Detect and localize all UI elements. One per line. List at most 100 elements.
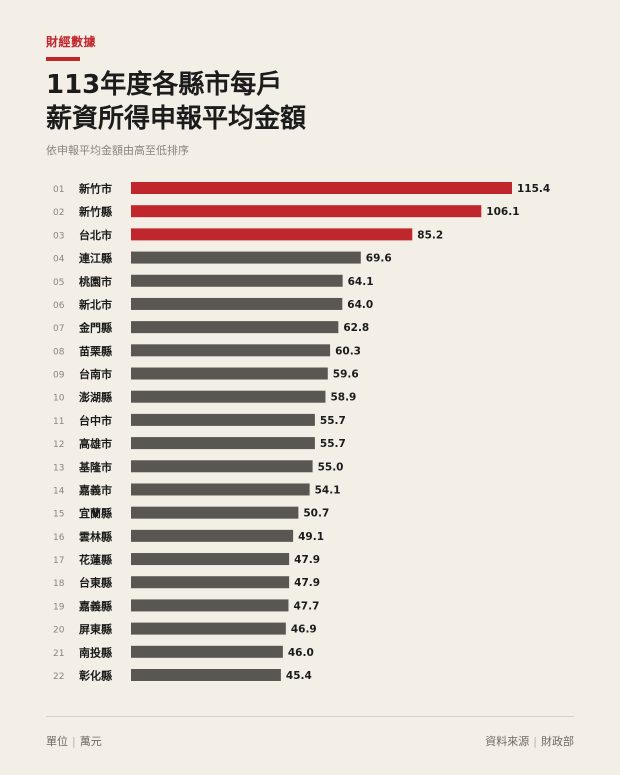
value-label: 49.1 — [298, 531, 324, 543]
rank-label: 16 — [53, 533, 65, 543]
bar — [131, 437, 315, 450]
value-label: 55.7 — [320, 438, 346, 450]
rank-label: 15 — [53, 510, 64, 520]
category-label: 屏東縣 — [79, 622, 112, 636]
bar — [131, 228, 413, 241]
footer-separator: | — [533, 735, 537, 748]
footer-unit: 單位 | 萬元 — [46, 733, 102, 749]
category-label: 台南市 — [79, 367, 112, 381]
bar — [131, 553, 290, 566]
bar — [131, 390, 326, 403]
value-label: 55.0 — [318, 461, 344, 473]
unit-label: 單位 — [46, 735, 68, 748]
bar — [131, 506, 299, 519]
bar — [131, 483, 310, 496]
category-label: 新竹縣 — [79, 205, 112, 219]
rank-label: 14 — [53, 486, 65, 496]
footer-separator: | — [72, 735, 76, 748]
value-label: 58.9 — [330, 392, 356, 404]
bar — [131, 413, 315, 426]
bar — [131, 205, 482, 218]
value-label: 69.6 — [366, 253, 392, 265]
bar — [131, 599, 289, 612]
category-label: 基隆市 — [78, 460, 112, 474]
footer-source: 資料來源 | 財政部 — [485, 733, 574, 749]
value-label: 64.1 — [348, 276, 374, 288]
bar — [131, 321, 339, 334]
rank-label: 02 — [53, 208, 64, 218]
value-label: 55.7 — [320, 415, 346, 427]
bar — [131, 297, 343, 310]
category-label: 高雄市 — [79, 437, 112, 451]
category-label: 金門縣 — [78, 321, 112, 335]
rank-label: 09 — [53, 371, 65, 381]
bar — [131, 344, 331, 357]
rank-label: 06 — [53, 301, 65, 311]
value-label: 50.7 — [303, 508, 329, 520]
bar — [131, 251, 361, 264]
value-label: 46.0 — [288, 647, 314, 659]
rank-label: 13 — [53, 463, 64, 473]
category-label: 新北市 — [79, 297, 112, 311]
value-label: 85.2 — [417, 229, 443, 241]
bar — [131, 622, 286, 635]
rank-label: 10 — [53, 394, 65, 404]
rank-label: 21 — [53, 649, 64, 659]
rank-label: 12 — [53, 440, 64, 450]
bar — [131, 645, 283, 658]
category-label: 苗栗縣 — [79, 344, 112, 358]
rank-label: 03 — [53, 231, 64, 241]
rank-label: 17 — [53, 556, 64, 566]
rank-label: 19 — [53, 602, 65, 612]
category-label: 桃園市 — [79, 274, 112, 288]
source-label: 資料來源 — [485, 735, 530, 748]
value-label: 45.4 — [286, 670, 312, 682]
bar — [131, 367, 328, 380]
category-label: 澎湖縣 — [79, 390, 112, 404]
source-value: 財政部 — [541, 735, 574, 748]
value-label: 47.9 — [294, 554, 320, 566]
rank-label: 04 — [53, 255, 65, 265]
rank-label: 05 — [53, 278, 64, 288]
category-label: 宜蘭縣 — [79, 506, 112, 520]
value-label: 47.9 — [294, 577, 320, 589]
value-label: 60.3 — [335, 345, 361, 357]
value-label: 64.0 — [347, 299, 373, 311]
section-label: 財經數據 — [46, 35, 97, 49]
value-label: 106.1 — [486, 206, 519, 218]
rank-label: 22 — [53, 672, 64, 682]
category-label: 花蓮縣 — [79, 553, 112, 567]
rank-label: 18 — [53, 579, 65, 589]
category-label: 嘉義市 — [78, 483, 112, 497]
chart-subtitle: 依申報平均金額由高至低排序 — [46, 144, 189, 157]
bar — [131, 668, 281, 681]
unit-value: 萬元 — [79, 735, 102, 748]
category-label: 台中市 — [79, 413, 112, 427]
value-label: 115.4 — [517, 183, 550, 195]
bar — [131, 274, 343, 287]
bar — [131, 529, 294, 542]
rank-label: 07 — [53, 324, 64, 334]
accent-rule — [46, 57, 80, 61]
category-label: 彰化縣 — [79, 668, 112, 682]
rank-label: 01 — [53, 185, 64, 195]
footer-rule — [46, 716, 574, 717]
title-line-2: 薪資所得申報平均金額 — [46, 104, 307, 134]
rank-label: 08 — [53, 347, 65, 357]
category-label: 連江縣 — [79, 251, 112, 265]
bar — [131, 182, 512, 194]
category-label: 南投縣 — [79, 645, 112, 659]
category-label: 台北市 — [79, 228, 112, 242]
category-label: 台東縣 — [79, 576, 112, 590]
value-label: 59.6 — [333, 369, 359, 381]
bar — [131, 576, 290, 589]
category-label: 新竹市 — [79, 182, 112, 196]
value-label: 47.7 — [293, 600, 319, 612]
rank-label: 11 — [53, 417, 64, 427]
category-label: 嘉義縣 — [78, 599, 112, 613]
category-label: 雲林縣 — [79, 529, 112, 543]
value-label: 54.1 — [315, 484, 341, 496]
value-label: 62.8 — [343, 322, 369, 334]
chart-title: 113年度各縣市每戶 薪資所得申報平均金額 — [46, 68, 306, 136]
